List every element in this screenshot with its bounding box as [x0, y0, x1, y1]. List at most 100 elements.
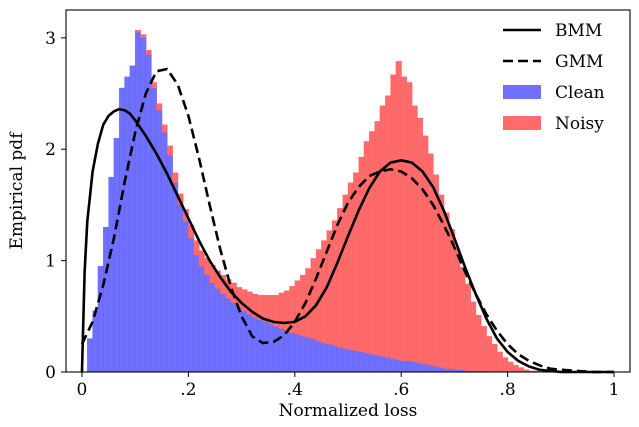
clean-bar: [145, 54, 152, 373]
clean-bar: [358, 351, 365, 373]
clean-bar: [342, 348, 349, 373]
y-tick-label: 3: [45, 29, 56, 49]
legend-label-gmm: GMM: [555, 52, 603, 72]
noisy-bar: [193, 240, 200, 256]
clean-bar: [294, 333, 301, 373]
clean-bar: [129, 65, 136, 373]
noisy-bar: [459, 267, 466, 370]
clean-bar: [204, 274, 211, 373]
x-axis-ticks: 0 .2 .4 .6 .8 1: [77, 372, 620, 400]
clean-bar: [172, 182, 179, 373]
legend-label-noisy: Noisy: [555, 114, 604, 134]
x-tick-label: .2: [180, 380, 196, 400]
noisy-bar: [337, 208, 344, 348]
clean-bar: [177, 204, 184, 373]
noisy-bar: [390, 74, 397, 359]
clean-bar: [87, 338, 94, 373]
noisy-bar: [406, 82, 413, 362]
clean-bar: [337, 347, 344, 373]
noisy-bar: [385, 95, 392, 358]
x-tick-label: .6: [393, 380, 409, 400]
clean-bar: [198, 266, 205, 373]
x-tick-label: 0: [77, 380, 88, 400]
noisy-bar: [363, 141, 370, 354]
x-tick-label: .4: [287, 380, 303, 400]
noisy-bar: [417, 117, 423, 364]
legend-label-clean: Clean: [555, 83, 605, 103]
noisy-bar: [140, 34, 147, 38]
noisy-bar: [342, 194, 349, 349]
noisy-bar: [156, 103, 163, 111]
clean-bar: [140, 37, 147, 373]
clean-bar: [214, 288, 221, 373]
clean-bar: [379, 356, 386, 373]
clean-bar: [406, 360, 413, 373]
clean-bar: [230, 302, 237, 373]
clean-bar: [246, 313, 253, 373]
clean-bar: [113, 137, 120, 373]
y-tick-label: 2: [45, 140, 56, 160]
clean-bar: [182, 221, 189, 373]
noisy-bar: [166, 145, 173, 155]
noisy-bar: [512, 365, 519, 373]
clean-bar: [124, 76, 131, 373]
clean-bar: [363, 352, 370, 373]
noisy-bar: [284, 290, 290, 331]
clean-bar: [331, 345, 338, 373]
noisy-bar: [310, 258, 317, 339]
noisy-bar: [150, 82, 157, 89]
noisy-bar: [422, 135, 429, 365]
clean-bar: [150, 87, 157, 373]
clean-bar: [385, 357, 392, 373]
clean-bar: [284, 330, 290, 373]
y-axis-label: Empirical pdf: [7, 131, 27, 250]
noisy-bar: [294, 280, 301, 335]
clean-bar: [369, 354, 376, 373]
clean-bar: [305, 337, 312, 373]
noisy-bar: [369, 131, 376, 355]
noisy-bar: [464, 283, 471, 372]
x-axis-label: Normalized loss: [279, 401, 418, 421]
noisy-bar: [475, 315, 482, 372]
noisy-bar: [470, 301, 477, 372]
noisy-bar: [454, 249, 461, 370]
clean-bar: [108, 176, 115, 373]
clean-bar: [273, 326, 280, 373]
y-axis-ticks: 0 1 2 3: [45, 29, 66, 383]
clean-bar: [257, 319, 264, 373]
noisy-bar: [161, 124, 168, 133]
legend: BMM GMM Clean Noisy: [503, 21, 605, 134]
noisy-bar: [411, 105, 418, 363]
clean-bar: [268, 323, 274, 373]
clean-bar: [236, 307, 243, 373]
noisy-bar: [432, 174, 439, 367]
clean-bar: [432, 366, 439, 373]
clean-bar: [188, 238, 195, 373]
clean-bar: [252, 317, 258, 373]
clean-bar: [289, 332, 296, 373]
noisy-bar: [347, 182, 354, 350]
noisy-bar: [448, 229, 455, 369]
clean-bar: [193, 254, 200, 373]
x-tick-label: .8: [500, 380, 516, 400]
x-tick-label: 1: [609, 380, 620, 400]
clean-bar: [135, 32, 141, 373]
clean-bar: [299, 336, 306, 373]
clean-bar: [156, 110, 163, 373]
noisy-bar: [502, 357, 509, 373]
noisy-bar: [135, 29, 141, 33]
noisy-bar: [401, 76, 407, 362]
clean-bar: [417, 362, 423, 373]
clean-bar: [411, 361, 418, 373]
noisy-bar: [172, 172, 179, 183]
y-tick-label: 1: [45, 252, 56, 272]
clean-bar: [278, 328, 285, 373]
legend-swatch-noisy: [503, 116, 541, 130]
clean-bar: [438, 367, 445, 373]
clean-bar: [119, 87, 125, 373]
legend-label-bmm: BMM: [555, 21, 602, 41]
clean-bar: [262, 321, 269, 373]
y-tick-label: 0: [45, 363, 56, 383]
noisy-bar: [480, 326, 487, 372]
